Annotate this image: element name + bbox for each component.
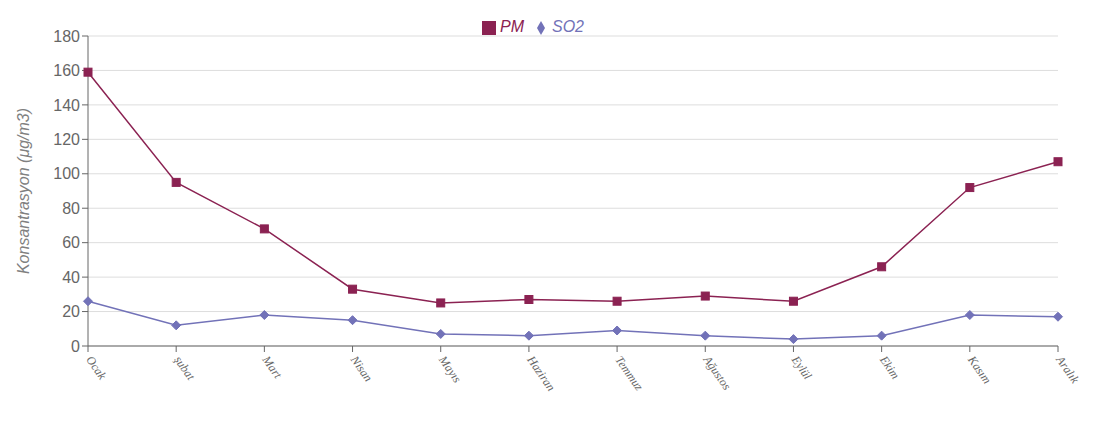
svg-text:Eylül: Eylül xyxy=(788,352,815,382)
svg-text:Mayıs: Mayıs xyxy=(435,352,464,385)
svg-text:Nisan: Nisan xyxy=(347,352,375,384)
svg-text:Ekim: Ekim xyxy=(876,352,902,381)
svg-text:Konsantrasyon (μg/m3): Konsantrasyon (μg/m3) xyxy=(15,108,32,274)
svg-text:Temmuz: Temmuz xyxy=(612,353,646,393)
svg-text:Ağustos: Ağustos xyxy=(700,352,734,392)
svg-text:100: 100 xyxy=(53,165,80,182)
svg-text:Aralık: Aralık xyxy=(1053,352,1083,386)
svg-text:120: 120 xyxy=(53,131,80,148)
svg-text:140: 140 xyxy=(53,97,80,114)
html-text:PM: PM xyxy=(500,18,524,35)
svg-text:60: 60 xyxy=(62,234,80,251)
svg-text:Mart: Mart xyxy=(259,352,285,381)
svg-text:160: 160 xyxy=(53,62,80,79)
svg-text:40: 40 xyxy=(62,269,80,286)
html-text:SO2: SO2 xyxy=(552,18,584,35)
svg-text:20: 20 xyxy=(62,303,80,320)
svg-text:Haziran: Haziran xyxy=(524,352,559,393)
svg-text:Ocak: Ocak xyxy=(83,353,109,382)
svg-text:180: 180 xyxy=(53,28,80,45)
svg-text:0: 0 xyxy=(71,338,80,355)
svg-text:Kasım: Kasım xyxy=(965,352,995,386)
svg-text:80: 80 xyxy=(62,200,80,217)
svg-text:şubat: şubat xyxy=(171,353,198,383)
